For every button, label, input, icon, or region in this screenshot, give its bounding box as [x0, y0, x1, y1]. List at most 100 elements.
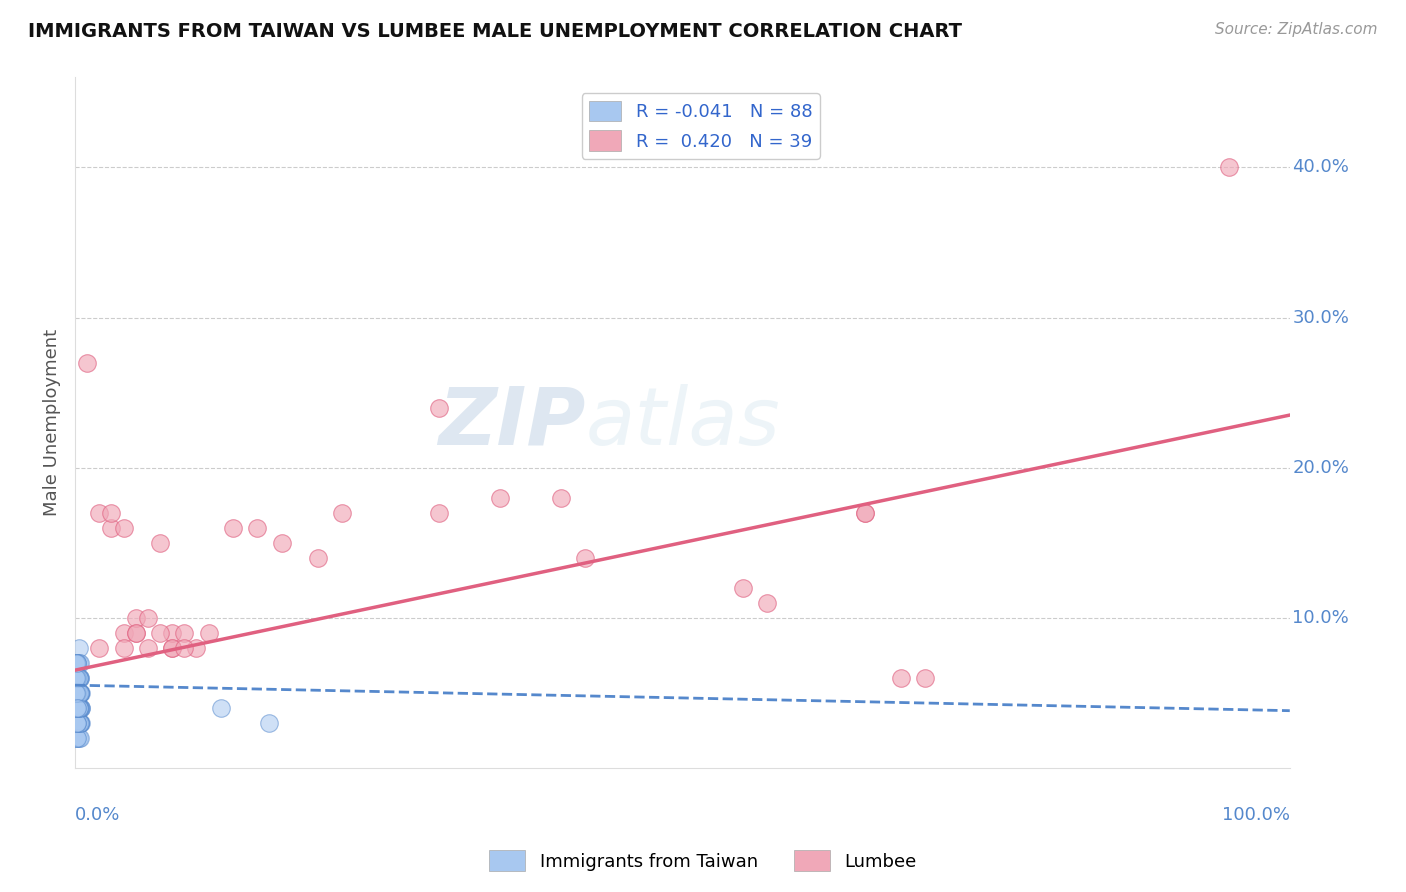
Point: [66, 656, 89, 670]
Point: [70, 700, 93, 714]
Y-axis label: Male Unemployment: Male Unemployment: [44, 329, 60, 516]
Point: [67, 656, 90, 670]
Point: [66, 700, 89, 714]
Point: [69, 715, 91, 730]
Text: 10.0%: 10.0%: [1292, 608, 1348, 627]
Point: [65, 686, 87, 700]
Point: [66, 700, 89, 714]
Point: [67, 715, 90, 730]
Point: [100, 506, 122, 520]
Point: [66, 686, 89, 700]
Point: [429, 401, 451, 415]
Point: [66, 715, 89, 730]
Point: [125, 625, 148, 640]
Point: [66, 671, 89, 685]
Point: [66, 656, 89, 670]
Point: [173, 640, 195, 655]
Point: [65, 671, 87, 685]
Point: [67, 715, 90, 730]
Point: [65, 700, 87, 714]
Point: [209, 700, 232, 714]
Point: [330, 506, 353, 520]
Point: [69, 700, 91, 714]
Point: [69, 731, 91, 745]
Point: [853, 506, 876, 520]
Point: [70, 686, 93, 700]
Point: [429, 506, 451, 520]
Point: [65, 686, 87, 700]
Point: [756, 596, 779, 610]
Point: [914, 671, 936, 685]
Point: [100, 520, 122, 534]
Point: [70, 715, 93, 730]
Point: [66, 715, 89, 730]
Point: [550, 491, 572, 505]
Point: [67, 686, 90, 700]
Point: [67, 715, 90, 730]
Point: [66, 715, 89, 730]
Point: [65, 671, 87, 685]
Point: [66, 671, 89, 685]
Point: [67, 671, 90, 685]
Point: [1218, 161, 1240, 175]
Point: [66, 731, 89, 745]
Point: [160, 625, 183, 640]
Point: [66, 686, 89, 700]
Point: [173, 625, 195, 640]
Point: [67, 640, 90, 655]
Point: [67, 700, 90, 714]
Point: [67, 686, 90, 700]
Text: IMMIGRANTS FROM TAIWAN VS LUMBEE MALE UNEMPLOYMENT CORRELATION CHART: IMMIGRANTS FROM TAIWAN VS LUMBEE MALE UN…: [28, 22, 962, 41]
Point: [67, 671, 90, 685]
Point: [197, 625, 219, 640]
Text: 100.0%: 100.0%: [1222, 805, 1289, 823]
Point: [65, 715, 87, 730]
Point: [136, 610, 159, 624]
Point: [67, 686, 90, 700]
Point: [67, 700, 90, 714]
Point: [307, 550, 329, 565]
Point: [65, 731, 87, 745]
Point: [65, 686, 87, 700]
Point: [67, 700, 90, 714]
Legend: Immigrants from Taiwan, Lumbee: Immigrants from Taiwan, Lumbee: [482, 843, 924, 879]
Point: [125, 610, 148, 624]
Point: [69, 715, 91, 730]
Point: [270, 535, 292, 549]
Point: [67, 700, 90, 714]
Point: [76, 355, 98, 369]
Point: [67, 686, 90, 700]
Text: Source: ZipAtlas.com: Source: ZipAtlas.com: [1215, 22, 1378, 37]
Point: [853, 506, 876, 520]
Point: [69, 700, 91, 714]
Point: [70, 700, 93, 714]
Point: [66, 671, 89, 685]
Point: [69, 686, 91, 700]
Point: [89, 640, 111, 655]
Point: [69, 715, 91, 730]
Point: [65, 686, 87, 700]
Point: [160, 640, 183, 655]
Point: [66, 686, 89, 700]
Point: [67, 700, 90, 714]
Point: [66, 686, 89, 700]
Point: [69, 700, 91, 714]
Point: [65, 700, 87, 714]
Point: [66, 671, 89, 685]
Point: [66, 731, 89, 745]
Point: [112, 640, 135, 655]
Point: [67, 671, 90, 685]
Point: [136, 640, 159, 655]
Point: [112, 625, 135, 640]
Text: 30.0%: 30.0%: [1292, 309, 1350, 326]
Point: [67, 715, 90, 730]
Text: 0.0%: 0.0%: [75, 805, 121, 823]
Point: [66, 700, 89, 714]
Point: [66, 700, 89, 714]
Point: [69, 686, 91, 700]
Point: [112, 520, 135, 534]
Point: [66, 700, 89, 714]
Point: [67, 686, 90, 700]
Point: [69, 671, 91, 685]
Point: [160, 640, 183, 655]
